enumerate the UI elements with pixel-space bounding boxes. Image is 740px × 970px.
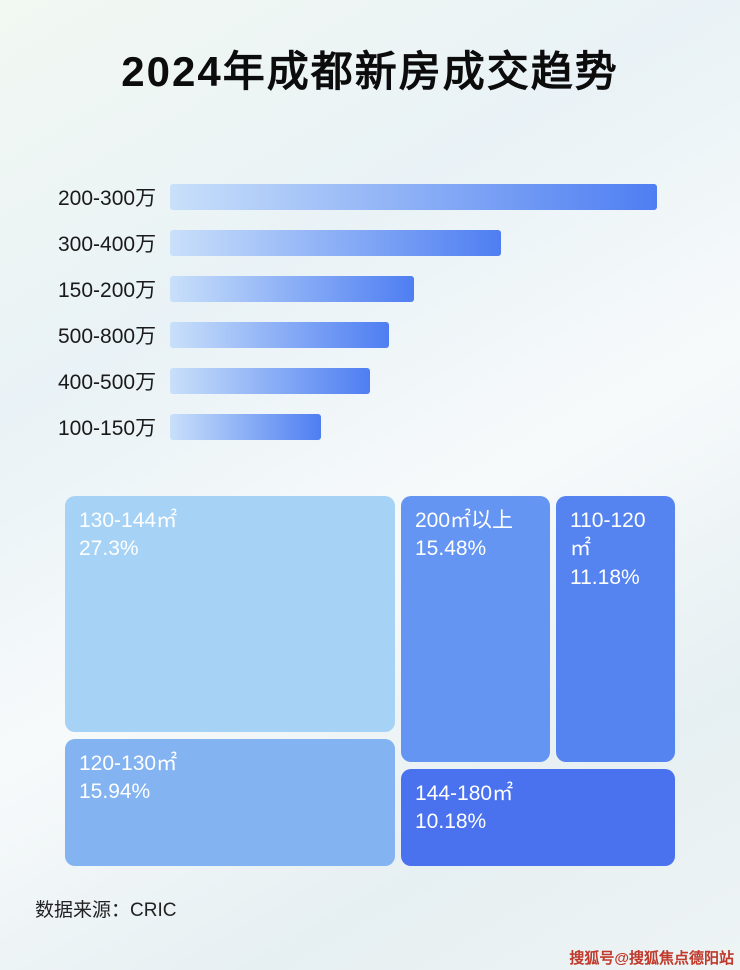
bar-row: 400-500万 [58, 368, 678, 394]
bar-track [170, 368, 657, 394]
bar-row: 300-400万 [58, 230, 678, 256]
bar-label: 200-300万 [58, 187, 157, 210]
bar [170, 368, 370, 394]
bar [170, 276, 414, 302]
bar [170, 322, 390, 348]
bar [170, 230, 502, 256]
bar-row: 500-800万 [58, 322, 678, 348]
treemap-block: 110-120㎡ 11.18% [556, 496, 675, 762]
bar-row: 150-200万 [58, 276, 678, 302]
bar-label: 500-800万 [58, 325, 157, 348]
treemap-block-value: 15.48% [415, 537, 487, 561]
treemap-block-value: 10.18% [415, 810, 487, 834]
treemap-block: 130-144㎡ 27.3% [65, 496, 395, 732]
bar-label: 100-150万 [58, 417, 157, 440]
treemap-block-label: 200㎡以上 [415, 509, 514, 532]
bar [170, 414, 321, 440]
area-share-treemap: 130-144㎡ 27.3% 120-130㎡ 15.94% 200㎡以上 15… [65, 496, 675, 866]
data-source: 数据来源：CRIC [35, 900, 177, 921]
treemap-block-value: 11.18% [570, 565, 640, 589]
treemap-block: 120-130㎡ 15.94% [65, 739, 395, 866]
watermark: 搜狐号@搜狐焦点德阳站 [569, 950, 734, 967]
treemap-block: 200㎡以上 15.48% [401, 496, 550, 762]
price-range-bar-chart: 200-300万 300-400万 150-200万 500-800万 400-… [58, 184, 678, 460]
bar-row: 100-150万 [58, 414, 678, 440]
bar-track [170, 414, 657, 440]
bar-label: 400-500万 [58, 371, 157, 394]
page-title: 2024年成都新房成交趋势 [121, 48, 619, 95]
bar-track [170, 322, 657, 348]
bar-label: 300-400万 [58, 233, 157, 256]
treemap-block-value: 27.3% [79, 537, 139, 561]
bar [170, 184, 657, 210]
treemap-block-label: 130-144㎡ [79, 509, 178, 532]
treemap-block-label: 110-120㎡ [570, 509, 646, 561]
bar-track [170, 276, 657, 302]
treemap-block: 144-180㎡ 10.18% [401, 769, 675, 866]
treemap-block-label: 120-130㎡ [79, 752, 178, 775]
bar-label: 150-200万 [58, 279, 157, 302]
bar-track [170, 184, 657, 210]
bar-track [170, 230, 657, 256]
treemap-block-label: 144-180㎡ [415, 782, 514, 805]
treemap-block-value: 15.94% [79, 780, 151, 804]
bar-row: 200-300万 [58, 184, 678, 210]
